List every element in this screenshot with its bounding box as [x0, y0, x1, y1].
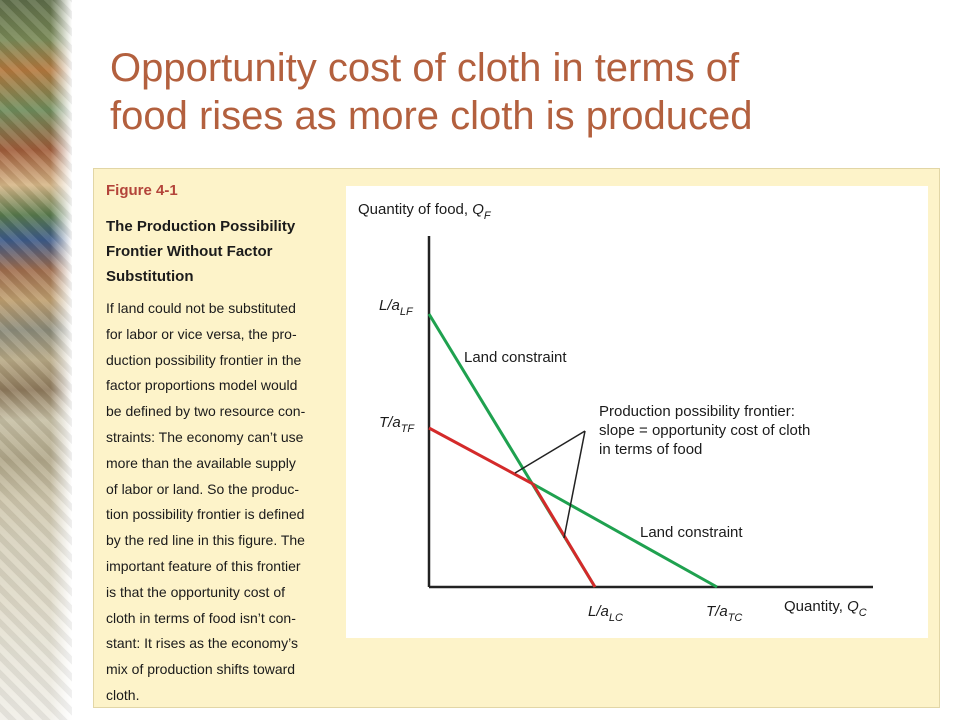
x-tick-labor-sub: LC: [609, 612, 623, 624]
y-axis-title-var: Q: [472, 201, 484, 218]
x-tick-land-text: T/a: [706, 603, 728, 620]
ppf-annotation-line-2: slope = opportunity cost of cloth: [599, 422, 810, 439]
land-constraint-line: [532, 482, 718, 589]
ppf-diagram: Quantity of food, QF Quantity, QC L/aLF …: [358, 201, 873, 624]
x-tick-labor-text: L/a: [588, 603, 609, 620]
y-axis-title-sub: F: [484, 210, 492, 222]
x-tick-land: T/aTC: [706, 603, 742, 624]
pointer-line-lower: [563, 430, 586, 539]
figure-caption: If land could not be substituted for lab…: [106, 300, 306, 703]
x-axis-title-sub: C: [859, 607, 867, 619]
y-tick-labor-text: L/a: [379, 297, 400, 314]
decorative-photo-strip: [0, 0, 72, 720]
x-axis-title-var: Q: [847, 598, 859, 615]
land-constraint-label-upper: Land constraint: [464, 349, 567, 366]
ppf-annotation-line-3: in terms of food: [599, 441, 702, 458]
figure-label: Figure 4-1: [106, 182, 178, 199]
y-tick-labor-sub: LF: [400, 306, 414, 318]
slide-title-line-2: food rises as more cloth is produced: [110, 94, 753, 138]
x-tick-land-sub: TC: [728, 612, 743, 624]
y-axis-title: Quantity of food, QF: [358, 201, 492, 222]
diagram-area: Quantity of food, QF Quantity, QC L/aLF …: [346, 186, 928, 638]
slide-title: Opportunity cost of cloth in terms of fo…: [110, 44, 930, 140]
figure-heading: The Production Possibility Frontier With…: [106, 218, 296, 285]
y-tick-land: T/aTF: [379, 414, 415, 435]
ppf-annotation: Production possibility frontier: slope =…: [599, 403, 815, 458]
pointer-line-upper: [514, 430, 586, 474]
y-tick-land-text: T/a: [379, 414, 401, 431]
slide-title-line-1: Opportunity cost of cloth in terms of: [110, 46, 740, 90]
y-axis-title-text: Quantity of food,: [358, 201, 472, 218]
y-tick-land-sub: TF: [401, 423, 416, 435]
land-constraint-label-lower: Land constraint: [640, 524, 743, 541]
x-axis-title: Quantity, QC: [784, 598, 867, 619]
ppf-red-segment-upper: [428, 426, 534, 486]
y-tick-labor: L/aLF: [379, 297, 414, 318]
x-axis-title-text: Quantity,: [784, 598, 847, 615]
ppf-annotation-line-1: Production possibility frontier:: [599, 403, 795, 420]
x-tick-labor: L/aLC: [588, 603, 623, 624]
